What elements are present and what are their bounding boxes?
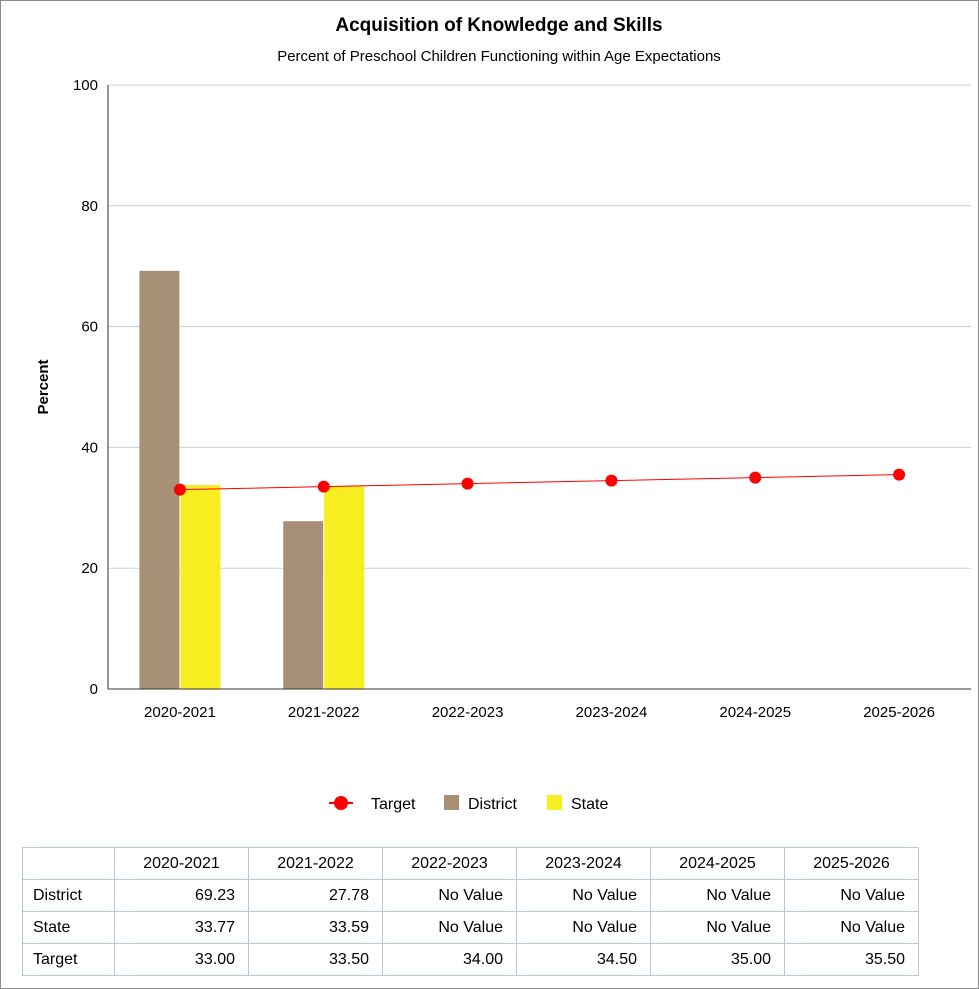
table-cell: No Value xyxy=(516,911,651,944)
bar-district-2020-2021 xyxy=(139,270,180,689)
chart-subtitle: Percent of Preschool Children Functionin… xyxy=(277,48,721,65)
table-corner-cell xyxy=(22,847,115,880)
y-tick-label: 100 xyxy=(73,77,98,94)
y-tick-label: 40 xyxy=(81,439,98,456)
table-cell: 34.50 xyxy=(516,943,651,976)
legend-target-marker-icon xyxy=(334,796,348,810)
table-row: State 33.77 33.59 No Value No Value No V… xyxy=(22,911,919,944)
x-tick-label: 2022-2023 xyxy=(432,704,504,721)
table-cell: 33.59 xyxy=(248,911,383,944)
target-point-2020-2021 xyxy=(173,483,186,496)
table-cell: No Value xyxy=(382,911,517,944)
target-line xyxy=(179,474,900,491)
target-point-2025-2026 xyxy=(893,468,906,481)
table-row: District 69.23 27.78 No Value No Value N… xyxy=(22,879,919,912)
legend-label-state: State xyxy=(571,796,608,813)
table-row-label: State xyxy=(22,911,115,944)
legend-label-district: District xyxy=(468,796,517,813)
table-cell: 34.00 xyxy=(382,943,517,976)
bar-district-2021-2022 xyxy=(283,521,324,689)
x-tick-label: 2025-2026 xyxy=(863,704,935,721)
table-cell: 33.50 xyxy=(248,943,383,976)
y-tick-label: 0 xyxy=(90,681,98,698)
chart-svg: Acquisition of Knowledge and Skills Perc… xyxy=(35,15,971,813)
table-cell: 33.77 xyxy=(114,911,249,944)
table-cell: No Value xyxy=(650,911,785,944)
target-point-2024-2025 xyxy=(749,471,762,484)
table-cell: 35.50 xyxy=(784,943,919,976)
target-point-2023-2024 xyxy=(605,474,618,487)
legend-label-target: Target xyxy=(371,796,416,813)
table-header-cell: 2021-2022 xyxy=(248,847,383,880)
table-cell: No Value xyxy=(650,879,785,912)
table-header-cell: 2020-2021 xyxy=(114,847,249,880)
table-header-cell: 2023-2024 xyxy=(516,847,651,880)
bar-state-2021-2022 xyxy=(324,486,365,689)
table-header-cell: 2022-2023 xyxy=(382,847,517,880)
table-cell: 33.00 xyxy=(114,943,249,976)
table-header-cell: 2024-2025 xyxy=(650,847,785,880)
legend-swatch-state xyxy=(547,795,562,810)
y-tick-label: 60 xyxy=(81,319,98,336)
y-tick-label: 20 xyxy=(81,560,98,577)
y-axis-label: Percent xyxy=(35,359,52,414)
target-point-2022-2023 xyxy=(461,477,474,490)
table-cell: 27.78 xyxy=(248,879,383,912)
table-cell: No Value xyxy=(784,879,919,912)
target-point-2021-2022 xyxy=(317,480,330,493)
table-cell: No Value xyxy=(382,879,517,912)
table-row: Target 33.00 33.50 34.00 34.50 35.00 35.… xyxy=(22,943,919,976)
table-row-label: Target xyxy=(22,943,115,976)
bar-state-2020-2021 xyxy=(180,485,221,689)
table-row-label: District xyxy=(22,879,115,912)
table-cell: 69.23 xyxy=(114,879,249,912)
data-table: 2020-2021 2021-2022 2022-2023 2023-2024 … xyxy=(22,847,919,976)
chart-title: Acquisition of Knowledge and Skills xyxy=(335,15,662,36)
x-tick-label: 2020-2021 xyxy=(144,704,216,721)
x-tick-label: 2021-2022 xyxy=(288,704,360,721)
table-header-cell: 2025-2026 xyxy=(784,847,919,880)
legend-swatch-district xyxy=(444,795,459,810)
x-tick-label: 2024-2025 xyxy=(719,704,791,721)
table-cell: No Value xyxy=(784,911,919,944)
table-cell: 35.00 xyxy=(650,943,785,976)
table-cell: No Value xyxy=(516,879,651,912)
y-tick-label: 80 xyxy=(81,198,98,215)
table-header-row: 2020-2021 2021-2022 2022-2023 2023-2024 … xyxy=(22,847,919,880)
x-tick-label: 2023-2024 xyxy=(576,704,648,721)
